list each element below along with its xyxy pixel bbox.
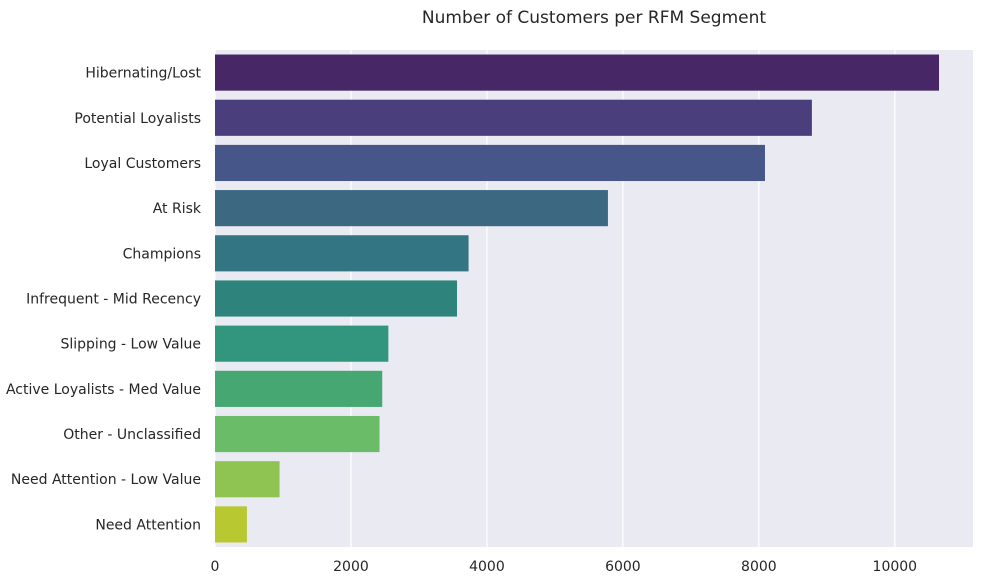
category-label: Need Attention - Low Value <box>11 472 201 488</box>
category-label: Loyal Customers <box>84 156 201 172</box>
category-label: Infrequent - Mid Recency <box>26 292 201 308</box>
x-tick-label: 4000 <box>469 559 505 575</box>
category-label: At Risk <box>153 201 202 217</box>
chart-title: Number of Customers per RFM Segment <box>421 8 767 28</box>
x-tick-labels: 0 2000 4000 6000 8000 10000 <box>211 559 918 575</box>
category-label: Potential Loyalists <box>74 111 201 127</box>
category-label: Slipping - Low Value <box>60 337 201 353</box>
bar <box>215 54 940 91</box>
bar <box>215 190 608 227</box>
category-label: Hibernating/Lost <box>85 66 201 82</box>
category-label: Active Loyalists - Med Value <box>6 382 201 398</box>
x-tick-label: 2000 <box>333 559 369 575</box>
bar <box>215 506 247 543</box>
category-label: Champions <box>123 246 201 262</box>
bar <box>215 99 812 136</box>
bar <box>215 280 458 317</box>
bar <box>215 325 389 362</box>
x-tick-label: 6000 <box>605 559 641 575</box>
x-tick-label: 10000 <box>873 559 918 575</box>
bar <box>215 235 469 272</box>
bar <box>215 370 383 407</box>
bars <box>215 54 940 543</box>
bar <box>215 415 380 453</box>
category-label: Need Attention <box>95 517 201 533</box>
bar <box>215 461 280 498</box>
category-label: Other - Unclassified <box>63 427 201 443</box>
x-tick-label: 0 <box>211 559 220 575</box>
x-tick-label: 8000 <box>741 559 777 575</box>
bar <box>215 144 765 182</box>
category-labels: Hibernating/Lost Potential Loyalists Loyal… <box>6 66 202 534</box>
